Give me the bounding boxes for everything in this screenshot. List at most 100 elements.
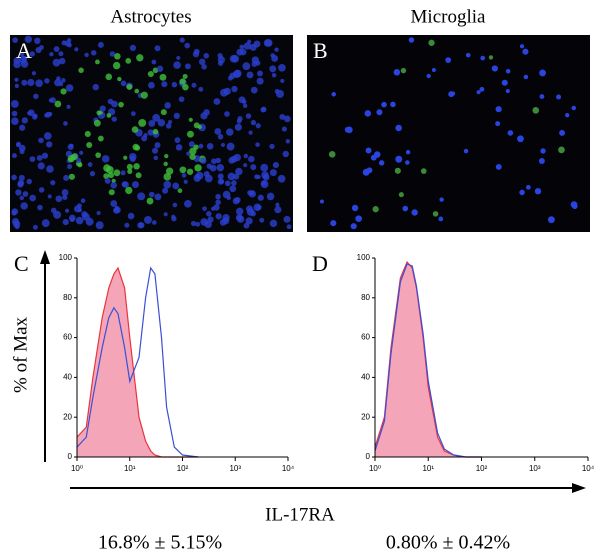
cell: [127, 168, 133, 175]
cell: [174, 137, 181, 144]
cell: [129, 44, 137, 52]
cell: [390, 101, 396, 108]
cell: [233, 153, 241, 162]
cell: [151, 220, 157, 225]
cell: [232, 197, 240, 205]
cell: [67, 155, 75, 163]
cell: [189, 153, 196, 160]
cell: [372, 206, 379, 213]
cell: [22, 191, 29, 197]
cell: [58, 51, 64, 57]
cell: [283, 215, 291, 223]
histogram-line: [374, 263, 482, 458]
cell: [46, 165, 54, 173]
cell: [231, 54, 240, 63]
cell: [105, 73, 113, 81]
cell: [202, 206, 207, 212]
cell: [278, 63, 286, 72]
cell: [163, 173, 172, 181]
cell: [19, 52, 25, 57]
cell: [84, 130, 91, 138]
cell: [134, 145, 141, 151]
cell: [275, 89, 284, 98]
cell: [120, 170, 126, 176]
cell: [203, 52, 210, 59]
cell: [540, 148, 546, 154]
cell: [43, 132, 52, 140]
cell: [215, 213, 222, 220]
cell: [210, 158, 217, 165]
cell: [269, 65, 277, 73]
cell: [21, 79, 28, 86]
arrow-head: [572, 483, 586, 493]
cell: [31, 71, 37, 76]
cell: [248, 130, 253, 135]
cell: [517, 135, 524, 143]
cell: [130, 111, 136, 117]
cell: [226, 128, 234, 136]
cell: [243, 163, 248, 168]
cell: [256, 174, 261, 179]
cell: [256, 204, 262, 210]
cell: [215, 193, 221, 200]
cell: [63, 121, 68, 126]
cell: [11, 208, 19, 215]
cell: [186, 168, 194, 175]
cell: [92, 83, 100, 91]
cell: [165, 123, 172, 129]
cell: [217, 173, 224, 180]
y-tick-label: 20: [63, 412, 72, 421]
cell: [15, 189, 22, 196]
cell: [255, 60, 261, 66]
cell: [101, 155, 110, 163]
cell: [239, 44, 245, 50]
cell: [200, 218, 208, 226]
column-title: Astrocytes: [110, 6, 191, 27]
cell: [79, 150, 84, 155]
cell: [147, 129, 154, 136]
cell: [41, 219, 50, 228]
cell: [411, 209, 418, 216]
cell: [222, 213, 230, 222]
cell: [153, 155, 159, 161]
cell: [182, 83, 189, 91]
cell: [439, 197, 444, 202]
cell: [559, 129, 565, 136]
cell: [137, 222, 144, 229]
cell: [491, 65, 498, 72]
cell: [193, 122, 200, 129]
cell: [426, 73, 431, 79]
cell: [36, 155, 43, 161]
cell: [148, 81, 155, 89]
cell: [21, 55, 27, 62]
cell: [62, 218, 69, 226]
cell: [526, 185, 531, 190]
cell: [78, 67, 84, 74]
cell: [120, 80, 127, 87]
cell: [110, 181, 118, 189]
cell: [547, 216, 555, 224]
cell: [495, 121, 501, 127]
cell: [319, 199, 324, 204]
cell: [29, 194, 37, 202]
cell: [231, 85, 238, 93]
x-tick-label: 10⁴: [282, 464, 295, 473]
cell: [67, 42, 72, 48]
cell: [85, 217, 94, 226]
cell: [476, 90, 481, 95]
x-tick-label: 10⁰: [71, 464, 83, 473]
cell: [60, 88, 67, 95]
cell: [235, 167, 243, 176]
area-fill: [375, 262, 482, 457]
cell: [195, 173, 200, 178]
cell: [141, 135, 148, 142]
stat-text: 16.8% ± 5.15%: [98, 532, 222, 554]
cell: [140, 91, 148, 99]
cell: [556, 94, 562, 100]
cell: [279, 113, 286, 120]
cell: [448, 91, 455, 98]
cell: [523, 74, 529, 80]
cell: [154, 142, 161, 149]
cell: [161, 81, 168, 88]
cell: [376, 109, 383, 116]
